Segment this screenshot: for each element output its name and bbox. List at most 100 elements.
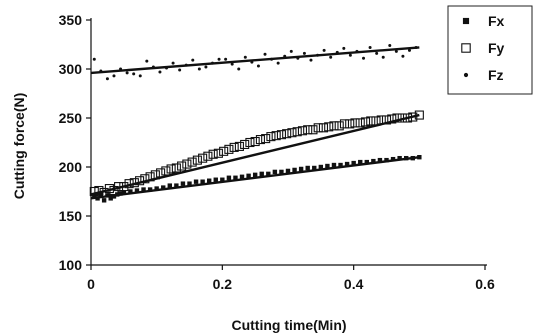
point-fx	[259, 171, 264, 177]
point-fy	[318, 123, 329, 133]
point-fx	[105, 193, 110, 198]
point-fz	[348, 53, 352, 57]
point-fy	[219, 146, 229, 156]
point-fz	[138, 74, 142, 78]
point-fy	[282, 129, 292, 139]
point-fz	[263, 52, 267, 56]
point-fz	[171, 61, 175, 65]
point-fz	[92, 57, 96, 61]
point-fy	[387, 114, 397, 124]
point-fx	[325, 163, 330, 169]
point-fy	[166, 164, 176, 174]
point-fy	[89, 186, 99, 197]
point-fz	[355, 49, 359, 53]
point-fx	[226, 175, 232, 180]
legend-marker-fx	[462, 17, 470, 25]
point-fx	[292, 167, 297, 173]
point-fx	[252, 172, 258, 178]
point-fz	[158, 70, 162, 74]
point-fz	[276, 61, 280, 65]
point-fz	[119, 67, 123, 71]
point-fx	[305, 165, 310, 171]
point-fx	[384, 157, 389, 163]
point-fy	[408, 112, 418, 122]
point-fy	[329, 121, 339, 131]
point-fz	[375, 51, 379, 55]
point-fx	[318, 164, 324, 170]
point-fx	[246, 173, 251, 179]
point-fy	[104, 184, 114, 194]
point-fx	[161, 185, 166, 190]
point-fx	[213, 177, 218, 182]
point-fz	[178, 68, 182, 72]
point-fy	[213, 148, 223, 158]
point-fy	[145, 172, 155, 182]
data-points	[89, 43, 424, 203]
point-fy	[245, 137, 255, 148]
point-fz	[270, 57, 274, 61]
point-fx	[180, 181, 186, 186]
point-fz	[230, 62, 234, 66]
point-fz	[394, 49, 398, 53]
point-fz	[322, 48, 326, 52]
point-fy	[402, 113, 413, 123]
point-fx	[364, 159, 369, 165]
x-tick-label: 0	[87, 276, 95, 292]
trend-line-fz	[90, 46, 420, 75]
point-fy	[366, 116, 376, 126]
legend-marker-fz	[463, 72, 469, 78]
legend-label-fz: Fz	[488, 67, 504, 83]
legend-marker-fy	[461, 43, 471, 53]
x-tick-label: 0.4	[344, 276, 364, 292]
point-fx	[187, 181, 192, 186]
point-fx	[371, 158, 376, 164]
point-fx	[174, 183, 179, 188]
x-tick-label: 0.2	[213, 276, 233, 292]
point-fy	[140, 174, 150, 184]
point-fx	[410, 155, 415, 161]
point-fy	[135, 176, 145, 186]
point-fy	[271, 131, 281, 141]
point-fx	[134, 188, 140, 193]
point-fz	[145, 59, 149, 63]
point-fy	[355, 118, 365, 128]
point-fz	[105, 77, 109, 81]
point-fx	[279, 169, 284, 175]
point-fx	[404, 155, 409, 161]
point-fx	[108, 196, 113, 201]
point-fy	[392, 113, 402, 123]
point-fx	[266, 171, 271, 177]
x-tick-label: 0.6	[475, 276, 495, 292]
y-tick-label: 100	[59, 257, 83, 273]
point-fy	[187, 157, 197, 167]
point-fx	[397, 155, 402, 161]
point-fz	[132, 72, 136, 76]
point-fy	[276, 130, 286, 140]
point-fy	[381, 115, 392, 125]
point-fy	[414, 110, 424, 120]
point-fy	[313, 123, 323, 133]
point-fy	[192, 155, 202, 165]
point-fy	[303, 125, 313, 135]
point-fz	[165, 66, 169, 70]
y-tick-label: 350	[59, 12, 83, 28]
point-fy	[208, 149, 218, 159]
point-fx	[272, 169, 278, 175]
point-fz	[362, 56, 366, 60]
axes	[86, 18, 487, 270]
point-fz	[368, 45, 372, 49]
point-fy	[129, 178, 139, 188]
point-fy	[161, 166, 171, 176]
point-fx	[377, 157, 383, 163]
point-fz	[210, 61, 214, 65]
point-fz	[388, 43, 392, 47]
point-fz	[151, 65, 155, 69]
point-fx	[141, 187, 146, 192]
point-fx	[312, 165, 317, 171]
point-fx	[92, 194, 97, 199]
point-fx	[285, 168, 291, 174]
point-fz	[302, 51, 306, 55]
point-fx	[344, 161, 350, 167]
point-fy	[250, 136, 260, 147]
point-fz	[224, 57, 228, 61]
